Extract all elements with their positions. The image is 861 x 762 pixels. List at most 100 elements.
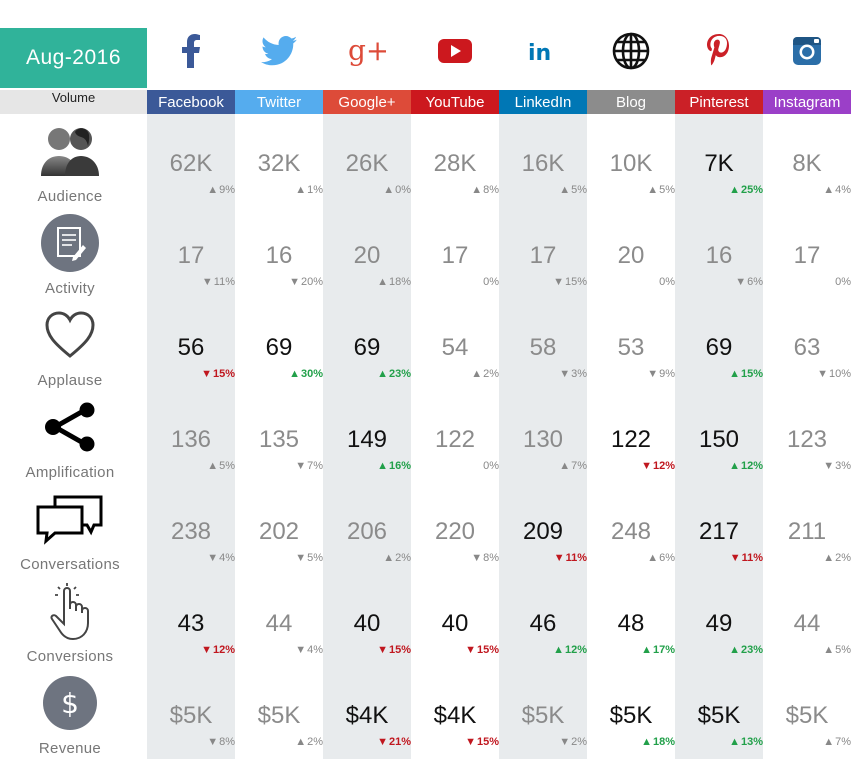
arrow-down-icon: ▼ — [207, 736, 219, 748]
channel-label-linkedin[interactable]: LinkedIn — [499, 90, 587, 114]
metric-cell: 63 ▼10% — [763, 298, 851, 390]
arrow-up-icon: ▲ — [647, 184, 659, 196]
metric-value: 238 — [170, 518, 212, 545]
change-percent: 0% — [483, 276, 499, 288]
change-indicator: ▼15% — [553, 276, 587, 288]
metric-cell: $5K ▼8% — [147, 666, 235, 758]
change-indicator: ▼8% — [207, 736, 235, 748]
change-percent: 6% — [659, 552, 675, 564]
metric-cell: $4K ▼21% — [323, 666, 411, 758]
change-percent: 1% — [307, 184, 323, 196]
arrow-up-icon: ▲ — [383, 184, 395, 196]
metric-cell: 16 ▼6% — [675, 206, 763, 298]
arrow-down-icon: ▼ — [471, 552, 483, 564]
change-indicator: ▲5% — [559, 184, 587, 196]
change-percent: 25% — [740, 184, 763, 196]
arrow-up-icon: ▲ — [729, 460, 740, 472]
metric-value: 54 — [441, 334, 469, 361]
arrow-down-icon: ▼ — [647, 368, 659, 380]
metric-cell: 69 ▲30% — [235, 298, 323, 390]
metric-value: 211 — [787, 518, 827, 545]
metric-cell: 62K ▲9% — [147, 114, 235, 206]
change-indicator: ▼8% — [471, 552, 499, 564]
change-indicator: ▲7% — [823, 736, 851, 748]
globe-icon[interactable] — [587, 28, 675, 74]
metric-value: 17 — [793, 242, 821, 269]
pinterest-icon[interactable] — [675, 28, 763, 74]
twitter-icon[interactable] — [235, 28, 323, 74]
change-indicator: ▼15% — [377, 644, 411, 656]
change-percent: 11% — [565, 552, 587, 564]
change-percent: 23% — [740, 644, 763, 656]
metric-cell: 211 ▲2% — [763, 482, 851, 574]
metric-cell: 58 ▼3% — [499, 298, 587, 390]
arrow-up-icon: ▲ — [377, 276, 388, 288]
metric-cell: $5K ▲18% — [587, 666, 675, 758]
change-indicator: ▲18% — [641, 736, 675, 748]
change-percent: 2% — [835, 552, 851, 564]
channel-label-twitter[interactable]: Twitter — [235, 90, 323, 114]
change-percent: 3% — [835, 460, 851, 472]
column-highlight — [147, 114, 235, 759]
instagram-icon[interactable] — [763, 28, 851, 74]
metric-cell: 49 ▲23% — [675, 574, 763, 666]
arrow-down-icon: ▼ — [295, 460, 307, 472]
change-percent: 17% — [652, 644, 675, 656]
arrow-up-icon: ▲ — [729, 736, 740, 748]
metric-value: 69 — [353, 334, 381, 361]
chat-bubbles-icon — [34, 488, 106, 550]
metric-cell: 53 ▼9% — [587, 298, 675, 390]
facebook-icon[interactable] — [147, 28, 235, 74]
metric-value: $5K — [609, 702, 653, 729]
channel-label-youtube[interactable]: YouTube — [411, 90, 499, 114]
metric-cell: 44 ▼4% — [235, 574, 323, 666]
arrow-up-icon: ▲ — [377, 460, 388, 472]
change-percent: 9% — [659, 368, 675, 380]
metric-cell: 136 ▲5% — [147, 390, 235, 482]
channel-label-googleplus[interactable]: Google+ — [323, 90, 411, 114]
dollar-icon: $ — [34, 672, 106, 734]
change-percent: 20% — [300, 276, 323, 288]
arrow-up-icon: ▲ — [647, 552, 659, 564]
metric-value: 122 — [434, 426, 476, 453]
metric-cell: 43 ▼12% — [147, 574, 235, 666]
metric-value: 217 — [698, 518, 740, 545]
change-indicator: ▲30% — [289, 368, 323, 380]
arrow-up-icon: ▲ — [295, 736, 307, 748]
change-indicator: ▲17% — [641, 644, 675, 656]
metric-cell: 8K ▲4% — [763, 114, 851, 206]
metric-value: 56 — [177, 334, 205, 361]
change-indicator: ▲7% — [559, 460, 587, 472]
arrow-up-icon: ▲ — [729, 184, 740, 196]
change-percent: 0% — [835, 276, 851, 288]
arrow-up-icon: ▲ — [823, 644, 835, 656]
change-percent: 0% — [395, 184, 411, 196]
date-selector[interactable]: Aug-2016 — [0, 28, 147, 88]
youtube-icon[interactable] — [411, 28, 499, 74]
channel-label-instagram[interactable]: Instagram — [763, 90, 851, 114]
google-plus-icon[interactable]: g+ — [323, 28, 411, 74]
metric-cell: 69 ▲23% — [323, 298, 411, 390]
column-highlight — [499, 114, 587, 759]
arrow-down-icon: ▼ — [735, 276, 747, 288]
change-indicator: ▲16% — [377, 460, 411, 472]
change-percent: 11% — [741, 552, 763, 564]
change-percent: 11% — [213, 276, 235, 288]
channel-label-blog[interactable]: Blog — [587, 90, 675, 114]
change-indicator: ▲6% — [647, 552, 675, 564]
change-percent: 2% — [483, 368, 499, 380]
change-percent: 6% — [747, 276, 763, 288]
volume-label: Volume — [0, 90, 147, 114]
metric-label: Conversations — [20, 556, 120, 573]
metric-value: 220 — [434, 518, 476, 545]
arrow-up-icon: ▲ — [471, 184, 483, 196]
change-indicator: ▲2% — [295, 736, 323, 748]
metric-cell: 20 0% — [587, 206, 675, 298]
change-percent: 5% — [659, 184, 675, 196]
channel-label-facebook[interactable]: Facebook — [147, 90, 235, 114]
linkedin-icon[interactable]: in — [499, 28, 587, 74]
metric-value: 44 — [793, 610, 821, 637]
channel-label-pinterest[interactable]: Pinterest — [675, 90, 763, 114]
metric-cell: 16 ▼20% — [235, 206, 323, 298]
metric-cell: 135 ▼7% — [235, 390, 323, 482]
